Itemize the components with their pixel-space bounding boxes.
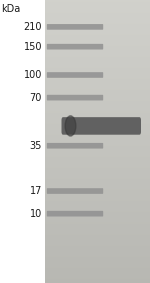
FancyBboxPatch shape	[47, 24, 103, 30]
Text: 210: 210	[24, 22, 42, 32]
Text: 100: 100	[24, 70, 42, 80]
Text: 70: 70	[30, 93, 42, 103]
FancyBboxPatch shape	[47, 211, 103, 216]
FancyBboxPatch shape	[47, 188, 103, 194]
FancyBboxPatch shape	[47, 44, 103, 50]
FancyBboxPatch shape	[47, 143, 103, 149]
Text: 150: 150	[24, 42, 42, 52]
FancyBboxPatch shape	[47, 72, 103, 78]
FancyBboxPatch shape	[47, 95, 103, 100]
Text: 10: 10	[30, 209, 42, 219]
Text: 17: 17	[30, 186, 42, 196]
Text: 35: 35	[30, 141, 42, 151]
Text: kDa: kDa	[2, 4, 21, 14]
Circle shape	[65, 116, 76, 136]
FancyBboxPatch shape	[61, 117, 141, 135]
